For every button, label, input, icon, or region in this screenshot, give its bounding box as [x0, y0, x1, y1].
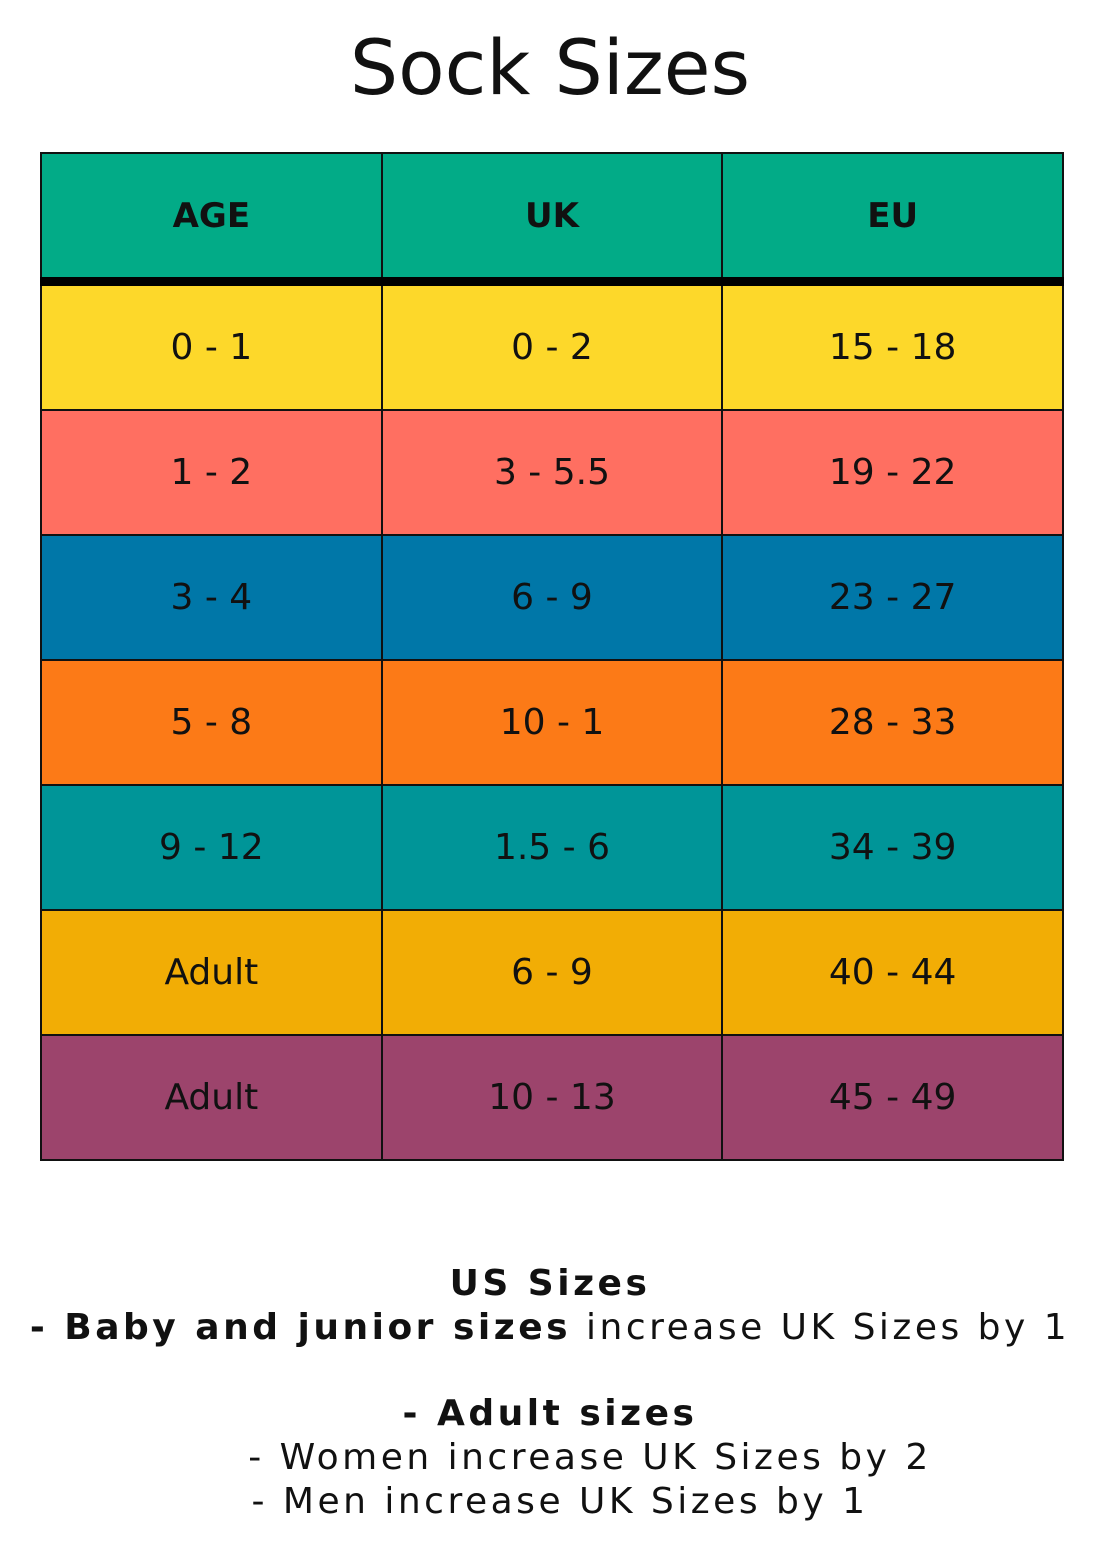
- table-cell: 28 - 33: [721, 659, 1064, 786]
- table-row: 9 - 12 1.5 - 6 34 - 39: [40, 784, 1064, 911]
- header-cell: UK: [380, 152, 724, 286]
- table-cell: Adult: [40, 909, 383, 1036]
- table-cell: 9 - 12: [40, 784, 383, 911]
- table-cell: 45 - 49: [721, 1034, 1064, 1161]
- header-cell: AGE: [40, 152, 383, 286]
- table-row: 5 - 8 10 - 1 28 - 33: [40, 659, 1064, 786]
- notes: US Sizes - Baby and junior sizes increas…: [0, 1262, 1100, 1524]
- table-cell: 40 - 44: [721, 909, 1064, 1036]
- table-cell: 6 - 9: [380, 534, 724, 661]
- note-subheading: - Adult sizes: [402, 1393, 698, 1434]
- table-cell: 10 - 13: [380, 1034, 724, 1161]
- table-cell: 3 - 4: [40, 534, 383, 661]
- header-cell: EU: [721, 152, 1064, 286]
- table-cell: 34 - 39: [721, 784, 1064, 911]
- table-cell: 0 - 2: [380, 280, 724, 411]
- table-cell: 3 - 5.5: [380, 409, 724, 536]
- table-cell: 5 - 8: [40, 659, 383, 786]
- table-cell: 1.5 - 6: [380, 784, 724, 911]
- table-cell: 1 - 2: [40, 409, 383, 536]
- note-bold: - Baby and junior sizes: [29, 1307, 572, 1348]
- note-line: - Baby and junior sizes increase UK Size…: [0, 1306, 1100, 1350]
- table-row: Adult 10 - 13 45 - 49: [40, 1034, 1064, 1161]
- table-cell: 23 - 27: [721, 534, 1064, 661]
- title: Sock Sizes: [349, 23, 751, 112]
- table-cell: 0 - 1: [40, 280, 383, 411]
- table-cell: Adult: [40, 1034, 383, 1161]
- table-cell: 6 - 9: [380, 909, 724, 1036]
- note-text: increase UK Sizes by 1: [586, 1307, 1071, 1348]
- notes-heading: US Sizes: [449, 1263, 651, 1304]
- table-row: Adult 6 - 9 40 - 44: [40, 909, 1064, 1036]
- note-line: - Women increase UK Sizes by 2: [248, 1437, 932, 1478]
- table-cell: 19 - 22: [721, 409, 1064, 536]
- header-row: AGE UK EU: [40, 152, 1064, 286]
- table-cell: 10 - 1: [380, 659, 724, 786]
- note-line: - Men increase UK Sizes by 1: [251, 1481, 869, 1522]
- table-cell: 15 - 18: [721, 280, 1064, 411]
